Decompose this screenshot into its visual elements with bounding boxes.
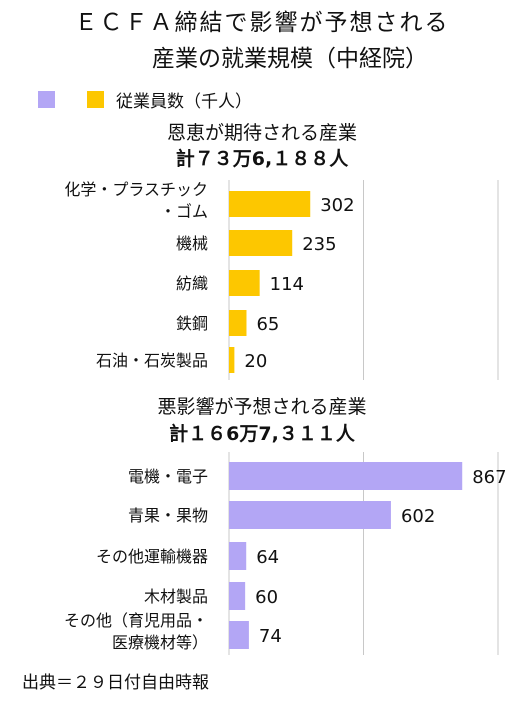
section-title-harm: 悪影響が予想される産業 bbox=[157, 396, 367, 418]
bar-0-0 bbox=[229, 191, 311, 217]
bar-1-3 bbox=[229, 582, 246, 610]
bar-0-4 bbox=[229, 347, 235, 373]
chart-title-line2: 産業の就業規模（中経院） bbox=[152, 46, 428, 72]
category-label-1-3: 木材製品 bbox=[144, 587, 208, 606]
section-total-harm: 計１６6万7,３１１人 bbox=[169, 423, 355, 445]
value-label-0-2: 114 bbox=[270, 274, 304, 295]
legend-swatch-yellow bbox=[87, 90, 104, 108]
value-label-0-4: 20 bbox=[244, 351, 267, 372]
value-label-1-1: 602 bbox=[401, 506, 435, 527]
category-label-1-4-line0: その他（育児用品・ bbox=[64, 611, 208, 630]
value-label-1-0: 867 bbox=[472, 467, 506, 488]
category-label-0-4: 石油・石炭製品 bbox=[96, 351, 208, 370]
category-label-0-1: 機械 bbox=[176, 234, 208, 253]
category-label-1-4-line1: 医療機材等） bbox=[112, 633, 208, 652]
category-label-1-2: その他運輸機器 bbox=[96, 547, 208, 566]
legend-label-yellow: 従業員数（千人） bbox=[116, 91, 252, 112]
category-label-1-0: 電機・電子 bbox=[128, 467, 208, 486]
category-label-1-1: 青果・果物 bbox=[128, 506, 208, 525]
value-label-1-2: 64 bbox=[256, 547, 279, 568]
value-label-0-3: 65 bbox=[256, 314, 279, 335]
bar-1-4 bbox=[229, 621, 249, 649]
section-total-benefit: 計７３万6,１８８人 bbox=[175, 148, 349, 170]
value-label-1-4: 74 bbox=[259, 626, 282, 647]
chart-title-line1: ＥＣＦＡ締結で影響が予想される bbox=[74, 10, 450, 36]
value-label-0-0: 302 bbox=[320, 195, 354, 216]
category-label-0-0-line0: 化学・プラスチック bbox=[64, 180, 208, 199]
bar-0-1 bbox=[229, 230, 293, 256]
source-note: 出典＝２９日付自由時報 bbox=[22, 673, 209, 693]
bar-1-0 bbox=[229, 462, 463, 490]
category-label-0-3: 鉄鋼 bbox=[176, 314, 208, 333]
value-label-1-3: 60 bbox=[255, 587, 278, 608]
value-label-0-1: 235 bbox=[302, 234, 336, 255]
category-label-0-2: 紡織 bbox=[176, 274, 208, 293]
category-label-0-0-line1: ・ゴム bbox=[160, 202, 208, 221]
legend: 従業員数（千人） bbox=[38, 86, 252, 112]
bar-0-2 bbox=[229, 270, 260, 296]
section-title-benefit: 恩恵が期待される産業 bbox=[166, 122, 357, 144]
legend-swatch-purple bbox=[38, 90, 55, 108]
bar-1-1 bbox=[229, 501, 391, 529]
bar-1-2 bbox=[229, 542, 247, 570]
bar-0-3 bbox=[229, 310, 247, 336]
